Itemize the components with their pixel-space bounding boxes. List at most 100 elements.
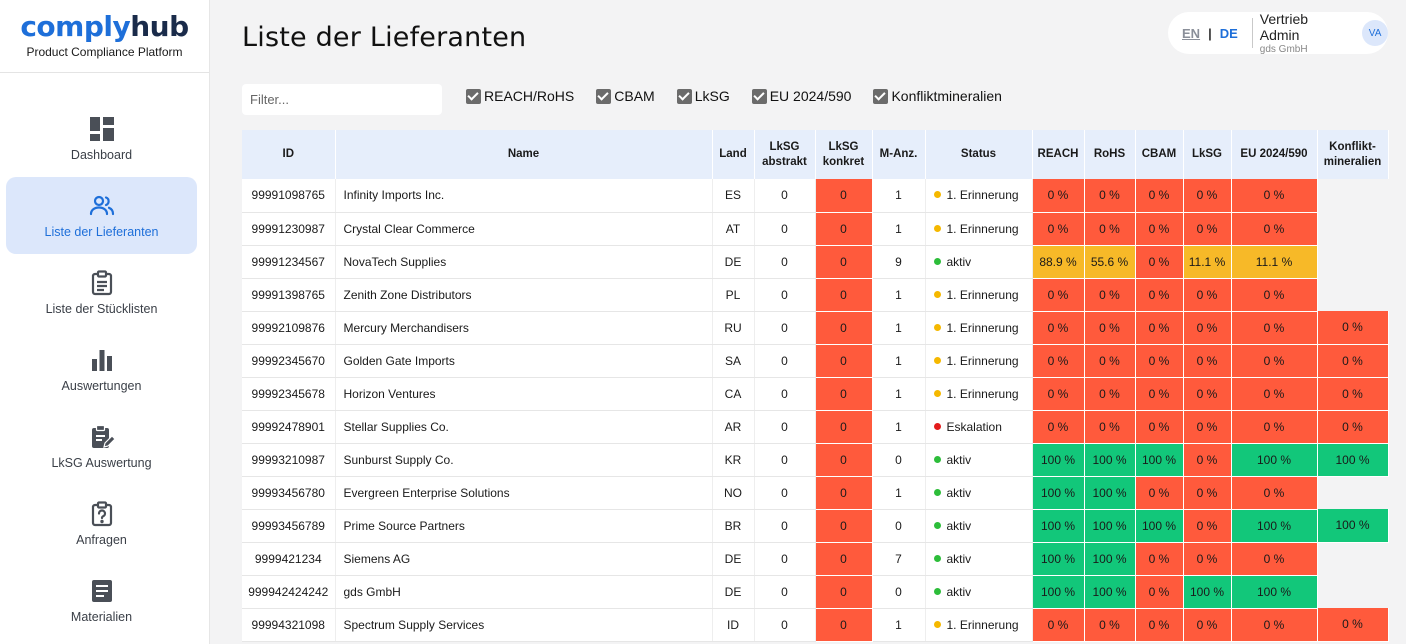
bar-chart-icon bbox=[89, 347, 115, 373]
cell-cbam: 0 % bbox=[1135, 377, 1184, 411]
table-row[interactable]: 99991098765 Infinity Imports Inc. ES 0 0 1 1. … bbox=[242, 179, 1388, 213]
checkbox-checked-icon[interactable] bbox=[466, 88, 481, 104]
cell-abstrakt: 0 bbox=[754, 542, 816, 576]
cell-status: aktiv bbox=[925, 245, 1033, 279]
cell-manz: 0 bbox=[872, 509, 926, 543]
cell-konflikt bbox=[1317, 278, 1388, 311]
column-header[interactable]: Status bbox=[925, 130, 1033, 179]
sidebar-item-lksg-auswertung[interactable]: LkSG Auswertung bbox=[6, 408, 197, 485]
sidebar: complyhub Product Compliance Platform Da… bbox=[0, 0, 210, 644]
column-header[interactable]: M-Anz. bbox=[872, 130, 926, 179]
column-header[interactable]: EU 2024/590 bbox=[1231, 130, 1318, 179]
cell-lksg: 100 % bbox=[1183, 575, 1232, 609]
cell-abstrakt: 0 bbox=[754, 179, 816, 213]
filter-checkbox-eu-2024-590[interactable]: EU 2024/590 bbox=[751, 88, 851, 104]
sidebar-item-auswertungen[interactable]: Auswertungen bbox=[6, 331, 197, 408]
cell-lksg: 0 % bbox=[1183, 344, 1232, 378]
cell-konflikt: 0 % bbox=[1317, 410, 1389, 444]
cell-cbam: 0 % bbox=[1135, 344, 1184, 378]
cell-eu: 0 % bbox=[1231, 212, 1318, 246]
cell-cbam: 0 % bbox=[1135, 311, 1184, 345]
column-header[interactable]: Land bbox=[712, 130, 755, 179]
table-row[interactable]: 999942424242 gds GmbH DE 0 0 0 aktiv 100 % 100 %… bbox=[242, 575, 1388, 609]
column-header[interactable]: LkSG konkret bbox=[815, 130, 873, 179]
sidebar-item-label: LkSG Auswertung bbox=[51, 455, 152, 470]
sidebar-item-dashboard[interactable]: Dashboard bbox=[6, 100, 197, 177]
sidebar-item-anfragen[interactable]: Anfragen bbox=[6, 485, 197, 562]
checkbox-checked-icon[interactable] bbox=[751, 88, 767, 104]
table-row[interactable]: 99992345678 Horizon Ventures CA 0 0 1 1. Erinn… bbox=[242, 377, 1389, 411]
cell-reach: 100 % bbox=[1032, 542, 1085, 576]
sidebar-item-liste-der-lieferanten[interactable]: Liste der Lieferanten bbox=[6, 177, 197, 254]
checkbox-checked-icon[interactable] bbox=[676, 88, 692, 104]
status-text: aktiv bbox=[946, 254, 972, 269]
checkbox-checked-icon[interactable] bbox=[596, 88, 612, 104]
column-header[interactable]: ID bbox=[242, 130, 336, 179]
cell-konkret: 0 bbox=[815, 608, 873, 642]
filter-checkbox-lksg[interactable]: LkSG bbox=[676, 88, 730, 104]
column-header[interactable]: Konflikt- mineralien bbox=[1317, 130, 1389, 179]
table-row[interactable]: 99994321098 Spectrum Supply Services ID 0 0 1… bbox=[242, 608, 1389, 642]
lang-de-link[interactable]: DE bbox=[1219, 25, 1238, 41]
table-row[interactable]: 99991230987 Crystal Clear Commerce AT 0 0 1 1.… bbox=[242, 212, 1388, 246]
cell-status: 1. Erinnerung bbox=[925, 608, 1033, 642]
table-header-row: ID Name Land LkSG abstrakt LkSG konkret M-Anz… bbox=[242, 130, 1389, 179]
cell-status: 1. Erinnerung bbox=[925, 344, 1033, 378]
column-header[interactable]: LkSG bbox=[1183, 130, 1232, 179]
table-row[interactable]: 99992478901 Stellar Supplies Co. AR 0 0 1 Eska… bbox=[242, 410, 1389, 444]
column-header[interactable]: REACH bbox=[1032, 130, 1085, 179]
table-row[interactable]: 9999421234 Siemens AG DE 0 0 7 aktiv 100 % 100 %… bbox=[242, 542, 1388, 576]
cell-status: 1. Erinnerung bbox=[925, 179, 1033, 213]
cell-konflikt: 100 % bbox=[1317, 509, 1389, 543]
sidebar-item-label: Liste der Stücklisten bbox=[45, 301, 158, 316]
filter-checkboxes: REACH/RoHS CBAM LkSG EU 2024/590 Konfliktmin… bbox=[466, 88, 1024, 104]
sidebar-item-label: Dashboard bbox=[70, 147, 133, 162]
status-dot-icon bbox=[933, 257, 941, 265]
filter-input[interactable] bbox=[242, 84, 442, 115]
column-header[interactable]: Name bbox=[335, 130, 713, 179]
status-text: aktiv bbox=[946, 551, 972, 566]
table-body: 99991098765 Infinity Imports Inc. ES 0 0 1 1. … bbox=[242, 179, 1389, 642]
cell-rohs: 100 % bbox=[1084, 443, 1136, 477]
avatar[interactable]: VA bbox=[1362, 20, 1388, 46]
table-row[interactable]: 99992345670 Golden Gate Imports SA 0 0 1 1. Er… bbox=[242, 344, 1389, 378]
checkbox-checked-icon[interactable] bbox=[873, 88, 889, 104]
cell-konkret: 0 bbox=[815, 377, 873, 411]
table-row[interactable]: 99991234567 NovaTech Supplies DE 0 0 9 aktiv 88… bbox=[242, 245, 1388, 279]
user-info[interactable]: Vertrieb Admin gds GmbH bbox=[1260, 11, 1350, 55]
cell-name: Infinity Imports Inc. bbox=[335, 179, 713, 213]
column-header[interactable]: LkSG abstrakt bbox=[754, 130, 816, 179]
table-row[interactable]: 99992109876 Mercury Merchandisers RU 0 0 1 1. … bbox=[242, 311, 1389, 345]
status-text: 1. Erinnerung bbox=[946, 221, 1019, 236]
cell-lksg: 0 % bbox=[1183, 542, 1232, 576]
lang-en-link[interactable]: EN bbox=[1182, 25, 1201, 41]
table-row[interactable]: 99991398765 Zenith Zone Distributors PL 0 0 1… bbox=[242, 278, 1388, 312]
cell-land: AT bbox=[712, 212, 755, 246]
table-row[interactable]: 99993210987 Sunburst Supply Co. KR 0 0 0 aktiv… bbox=[242, 443, 1389, 477]
cell-cbam: 0 % bbox=[1135, 278, 1184, 312]
supplier-table-wrap: ID Name Land LkSG abstrakt LkSG konkret M-Anz… bbox=[242, 130, 1389, 642]
sidebar-item-materialien[interactable]: Materialien bbox=[6, 562, 197, 639]
column-header[interactable]: RoHS bbox=[1084, 130, 1136, 179]
brand[interactable]: complyhub Product Compliance Platform bbox=[0, 0, 209, 73]
cell-name: Horizon Ventures bbox=[335, 377, 713, 411]
cell-konkret: 0 bbox=[815, 311, 873, 345]
table-row[interactable]: 99993456789 Prime Source Partners BR 0 0 0 akt… bbox=[242, 509, 1389, 543]
cell-status: Eskalation bbox=[925, 410, 1033, 444]
cell-manz: 1 bbox=[872, 179, 926, 213]
column-header[interactable]: CBAM bbox=[1135, 130, 1184, 179]
checkbox-label: Konfliktmineralien bbox=[891, 88, 1002, 104]
filter-checkbox-reach-rohs[interactable]: REACH/RoHS bbox=[466, 88, 574, 104]
filter-checkbox-konfliktmineralien[interactable]: Konfliktmineralien bbox=[873, 88, 1002, 104]
cell-eu: 0 % bbox=[1231, 179, 1318, 213]
sidebar-item-label: Liste der Lieferanten bbox=[44, 224, 159, 239]
cell-eu: 0 % bbox=[1231, 410, 1318, 444]
cell-name: Stellar Supplies Co. bbox=[335, 410, 713, 444]
user-org: gds GmbH bbox=[1259, 44, 1308, 55]
cell-land: RU bbox=[712, 311, 755, 345]
filter-checkbox-cbam[interactable]: CBAM bbox=[596, 88, 655, 104]
table-row[interactable]: 99993456780 Evergreen Enterprise Solution… bbox=[242, 476, 1388, 510]
sidebar-item-liste-der-stücklisten[interactable]: Liste der Stücklisten bbox=[6, 254, 197, 331]
cell-lksg: 0 % bbox=[1183, 179, 1232, 213]
cell-reach: 0 % bbox=[1032, 212, 1085, 246]
